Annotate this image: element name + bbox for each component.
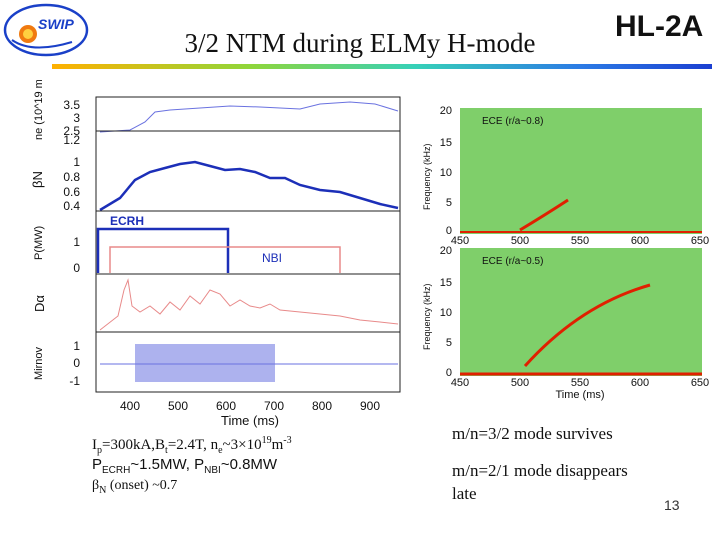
ne-ylabel: ne (10^19 m^-3) (33, 80, 45, 140)
mirnov-ylabel: Mirnov (33, 346, 45, 380)
top-xtick: 550 (571, 235, 589, 247)
swip-logo: SWIP (2, 2, 90, 58)
bottom-ytick: 15 (440, 277, 452, 289)
brand-label: HL-2A (615, 10, 704, 43)
top-xtick: 650 (691, 235, 709, 247)
finding-21-late: late (452, 484, 477, 503)
bottom-ytick: 0 (446, 367, 452, 379)
beta-tick: 0.6 (63, 185, 80, 199)
ecrh-label: ECRH (110, 214, 144, 228)
x-label: Time (ms) (221, 413, 279, 428)
beta-tick: 1 (73, 155, 80, 169)
mirnov-trace (135, 344, 275, 382)
dalpha-ylabel: Dα (32, 295, 47, 312)
ne-tick: 3.5 (63, 98, 80, 112)
top-ytick: 15 (440, 137, 452, 149)
bottom-xtick: 650 (691, 377, 709, 389)
finding-32-mode: m/n=3/2 mode survives (452, 424, 613, 443)
top-xtick: 450 (451, 235, 469, 247)
bottom-xlabel: Time (ms) (555, 389, 604, 401)
power-ylabel: P(MW) (33, 226, 45, 260)
x-tick: 700 (264, 399, 284, 413)
ne-trace (99, 101, 399, 133)
finding-21-mode: m/n=2/1 mode disappears (452, 461, 628, 480)
beta-trace (99, 160, 399, 212)
x-tick: 400 (120, 399, 140, 413)
x-tick: 800 (312, 399, 332, 413)
beta-onset: βN (onset) ~0.7 (92, 478, 178, 496)
ne-tick: 3 (73, 111, 80, 125)
bottom-xtick: 500 (511, 377, 529, 389)
ecrh-trace (96, 227, 230, 273)
mode-21-bottom (523, 283, 651, 368)
mirnov-tick: 1 (73, 339, 80, 353)
power-tick: 1 (73, 235, 80, 249)
x-tick: 500 (168, 399, 188, 413)
top-ylabel: Frequency (kHz) (422, 143, 432, 210)
bottom-xtick: 450 (451, 377, 469, 389)
nbi-trace (109, 246, 341, 273)
x-tick: 600 (216, 399, 236, 413)
dalpha-trace (99, 278, 399, 331)
logo-text: SWIP (38, 16, 74, 32)
mirnov-tick: 0 (73, 356, 80, 370)
bottom-ylabel: Frequency (kHz) (422, 283, 432, 350)
power-tick: 0 (73, 261, 80, 275)
top-label: ECE (r/a~0.8) (482, 116, 543, 127)
bottom-xtick: 600 (631, 377, 649, 389)
top-ytick: 10 (440, 167, 452, 179)
mode-32-top (519, 198, 569, 232)
top-ytick: 20 (440, 105, 452, 117)
bottom-ytick: 5 (446, 337, 452, 349)
beta-ylabel: βN (30, 171, 45, 188)
time-axis: 400 500 600 700 800 900 Time (ms) (120, 399, 380, 428)
spectrogram-bottom (460, 248, 702, 376)
nbi-label: NBI (262, 251, 282, 265)
ne-tick: 2.5 (63, 124, 80, 138)
bottom-ytick: 10 (440, 307, 452, 319)
top-ytick: 5 (446, 197, 452, 209)
top-xtick: 500 (511, 235, 529, 247)
bottom-label: ECE (r/a~0.5) (482, 256, 543, 267)
page-number: 13 (664, 497, 680, 513)
beta-tick: 0.4 (63, 199, 80, 213)
mirnov-panel (95, 331, 401, 393)
beta-tick: 0.8 (63, 170, 80, 184)
dalpha-panel (95, 273, 401, 333)
x-tick: 900 (360, 399, 380, 413)
slide-title: 3/2 NTM during ELMy H-mode (184, 28, 536, 58)
bottom-ytick: 20 (440, 245, 452, 257)
bottom-xtick: 550 (571, 377, 589, 389)
mirnov-tick: -1 (69, 374, 80, 388)
heating-power: PECRH~1.5MW, PNBI~0.8MW (92, 456, 278, 476)
header-divider (52, 64, 712, 69)
beta-tick: 1.2 (63, 133, 80, 147)
top-ytick: 0 (446, 225, 452, 237)
top-xtick: 600 (631, 235, 649, 247)
spectrogram-top (460, 108, 702, 234)
time-trace-figure: 3.5 3 2.5 ne (10^19 m^-3) 1.2 1 0.8 0.6 … (30, 80, 709, 428)
plasma-parameters: Ip=300kA,Bt=2.4T, ne~3×1019m-3 (92, 435, 292, 456)
